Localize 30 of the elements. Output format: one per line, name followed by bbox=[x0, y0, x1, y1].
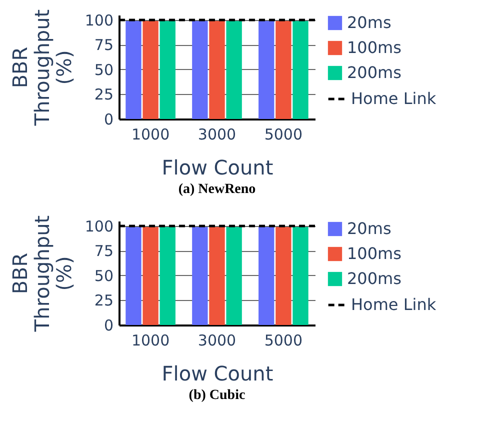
x-tick-label: 1000 bbox=[131, 332, 170, 350]
y-axis-title: BBR Throughput (%) bbox=[8, 215, 76, 333]
y-tick-label: 100 bbox=[84, 11, 114, 30]
text: 100ms bbox=[347, 244, 402, 263]
x-axis-title: Flow Count bbox=[162, 156, 274, 180]
legend-label: 20ms bbox=[347, 13, 392, 32]
x-tick-label: 3000 bbox=[198, 126, 236, 144]
y-axis-title: BBR Throughput (%) bbox=[8, 9, 76, 127]
y-tick-label: 50 bbox=[94, 266, 114, 285]
y-tick-label: 50 bbox=[94, 60, 114, 79]
y-tick-label: 25 bbox=[94, 86, 114, 104]
y-tick-label: 25 bbox=[94, 292, 114, 310]
x-tick-label: 5000 bbox=[264, 126, 303, 144]
x-tick-label: 1000 bbox=[131, 126, 170, 144]
y-tick-label: 75 bbox=[94, 36, 114, 54]
text: (b) Cubic bbox=[188, 388, 246, 403]
legend-label: Home Link bbox=[351, 89, 437, 108]
y-tick-label: 0 bbox=[104, 316, 114, 334]
legend-label: 200ms bbox=[347, 63, 402, 82]
y-tick-label: 100 bbox=[84, 217, 114, 236]
legend-label: 100ms bbox=[347, 38, 402, 57]
text: 200ms bbox=[347, 269, 402, 288]
x-axis-title: Flow Count bbox=[162, 362, 274, 386]
text: (a) NewReno bbox=[178, 182, 256, 197]
x-tick-label: 5000 bbox=[264, 332, 303, 350]
x-tick-label: 3000 bbox=[198, 332, 236, 350]
y-tick-label: 0 bbox=[104, 110, 114, 128]
legend-label: Home Link bbox=[351, 295, 437, 314]
text: 20ms bbox=[347, 219, 392, 238]
y-tick-label: 75 bbox=[94, 242, 114, 260]
